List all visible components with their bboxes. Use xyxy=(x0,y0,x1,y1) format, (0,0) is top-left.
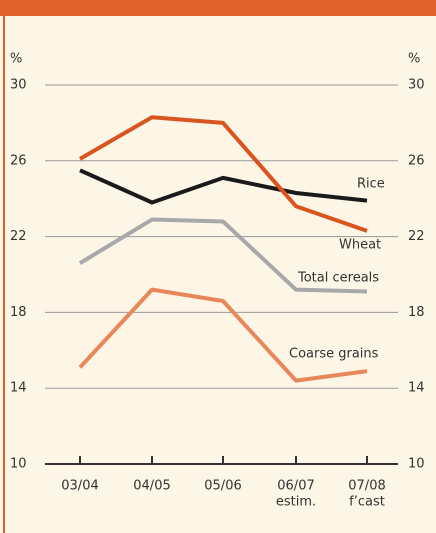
y2-tick-label: 18 xyxy=(408,305,425,320)
y2-tick-label: 22 xyxy=(408,229,425,244)
series-line xyxy=(78,287,368,383)
y-tick-label: 10 xyxy=(10,457,27,472)
y2-tick-label: 14 xyxy=(408,381,425,396)
x-tick-label: 05/06 xyxy=(204,479,241,494)
x-tick-label: 06/07 xyxy=(277,479,314,494)
series-label: Total cereals xyxy=(297,271,379,286)
y-tick-label: 30 xyxy=(10,78,27,93)
header-band xyxy=(0,0,436,16)
y2-tick-label: 10 xyxy=(408,457,425,472)
y2-tick-label: 30 xyxy=(408,78,425,93)
series-line xyxy=(78,217,368,294)
x-tick-label: f’cast xyxy=(349,495,385,510)
left-border xyxy=(3,16,5,533)
series-line xyxy=(79,168,368,205)
y-tick-label: 14 xyxy=(10,381,27,396)
x-tick-label: 04/05 xyxy=(133,479,170,494)
series-label: Coarse grains xyxy=(289,347,379,362)
y-tick-label: 18 xyxy=(10,305,27,320)
series-label: Rice xyxy=(357,177,385,192)
y2-tick-label: 26 xyxy=(408,153,425,168)
x-tick-label: 03/04 xyxy=(61,479,98,494)
x-tick-label: estim. xyxy=(276,495,316,510)
y-tick-label: 22 xyxy=(10,229,27,244)
y2-unit: % xyxy=(408,52,420,67)
x-tick-label: 07/08 xyxy=(348,479,385,494)
y-unit: % xyxy=(10,52,22,67)
y-tick-label: 26 xyxy=(10,153,27,168)
series-line xyxy=(78,115,368,233)
series-label: Wheat xyxy=(339,238,381,253)
